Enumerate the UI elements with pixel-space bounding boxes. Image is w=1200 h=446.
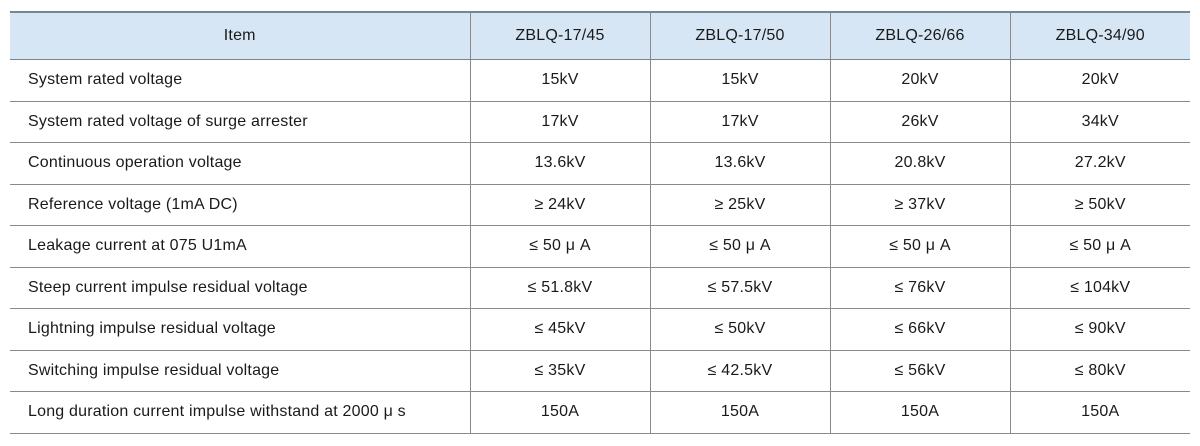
- value-cell: ≤ 50 μ A: [1009, 225, 1190, 267]
- item-cell: Long duration current impulse withstand …: [10, 391, 470, 433]
- value-cell: ≤ 35kV: [469, 349, 650, 392]
- column-header: Item: [10, 11, 470, 60]
- value-cell: 17kV: [469, 100, 650, 143]
- item-cell: System rated voltage: [10, 59, 470, 101]
- value-cell: 15kV: [649, 59, 830, 101]
- value-cell: ≤ 50 μ A: [649, 225, 830, 267]
- column-header: ZBLQ-34/90: [1009, 11, 1190, 60]
- value-cell: ≥ 50kV: [1009, 183, 1190, 226]
- value-cell: ≤ 45kV: [469, 308, 650, 350]
- table-row: Reference voltage (1mA DC) ≥ 24kV ≥ 25kV ≥ …: [10, 183, 1190, 226]
- value-cell: 17kV: [649, 100, 830, 143]
- value-cell: 26kV: [829, 100, 1010, 143]
- value-cell: 150A: [469, 391, 650, 433]
- value-cell: ≤ 80kV: [1009, 349, 1190, 392]
- value-cell: ≤ 51.8kV: [469, 266, 650, 309]
- spec-table: Item ZBLQ-17/45 ZBLQ-17/50 ZBLQ-26/66 ZBLQ-3…: [10, 11, 1190, 434]
- table-body: System rated voltage 15kV 15kV 20kV 20kV Syst…: [10, 59, 1190, 433]
- item-cell: Switching impulse residual voltage: [10, 349, 470, 392]
- value-cell: 20kV: [829, 59, 1010, 101]
- item-cell: Continuous operation voltage: [10, 142, 470, 184]
- value-cell: 27.2kV: [1009, 142, 1190, 184]
- item-cell: Leakage current at 075 U1mA: [10, 225, 470, 267]
- item-cell: Steep current impulse residual voltage: [10, 266, 470, 309]
- value-cell: 20.8kV: [829, 142, 1010, 184]
- table-row: Switching impulse residual voltage ≤ 35kV…: [10, 349, 1190, 392]
- value-cell: ≤ 104kV: [1009, 266, 1190, 309]
- table-row: Continuous operation voltage 13.6kV 13.6kV…: [10, 142, 1190, 184]
- value-cell: ≥ 37kV: [829, 183, 1010, 226]
- column-header: ZBLQ-17/50: [649, 11, 830, 60]
- table-row: Leakage current at 075 U1mA ≤ 50 μ A ≤ 50 …: [10, 225, 1190, 267]
- table-row: Long duration current impulse withstand …: [10, 391, 1190, 433]
- value-cell: ≤ 42.5kV: [649, 349, 830, 392]
- header-row: Item ZBLQ-17/45 ZBLQ-17/50 ZBLQ-26/66 ZBLQ-3…: [10, 11, 1190, 60]
- table-row: Steep current impulse residual voltage ≤ …: [10, 266, 1190, 309]
- column-header: ZBLQ-17/45: [469, 11, 650, 60]
- value-cell: ≤ 66kV: [829, 308, 1010, 350]
- table-row: System rated voltage 15kV 15kV 20kV 20kV: [10, 59, 1190, 101]
- value-cell: 150A: [1009, 391, 1190, 433]
- value-cell: ≤ 50 μ A: [829, 225, 1010, 267]
- value-cell: ≥ 25kV: [649, 183, 830, 226]
- value-cell: 13.6kV: [649, 142, 830, 184]
- value-cell: ≤ 50kV: [649, 308, 830, 350]
- value-cell: ≤ 56kV: [829, 349, 1010, 392]
- value-cell: ≥ 24kV: [469, 183, 650, 226]
- value-cell: 13.6kV: [469, 142, 650, 184]
- item-cell: Reference voltage (1mA DC): [10, 183, 470, 226]
- value-cell: ≤ 57.5kV: [649, 266, 830, 309]
- value-cell: 150A: [649, 391, 830, 433]
- column-header: ZBLQ-26/66: [829, 11, 1010, 60]
- value-cell: 150A: [829, 391, 1010, 433]
- value-cell: 20kV: [1009, 59, 1190, 101]
- value-cell: ≤ 76kV: [829, 266, 1010, 309]
- table-row: System rated voltage of surge arrester 17…: [10, 100, 1190, 143]
- value-cell: 15kV: [469, 59, 650, 101]
- item-cell: Lightning impulse residual voltage: [10, 308, 470, 350]
- table-row: Lightning impulse residual voltage ≤ 45kV…: [10, 308, 1190, 350]
- value-cell: ≤ 50 μ A: [469, 225, 650, 267]
- value-cell: 34kV: [1009, 100, 1190, 143]
- item-cell: System rated voltage of surge arrester: [10, 100, 470, 143]
- value-cell: ≤ 90kV: [1009, 308, 1190, 350]
